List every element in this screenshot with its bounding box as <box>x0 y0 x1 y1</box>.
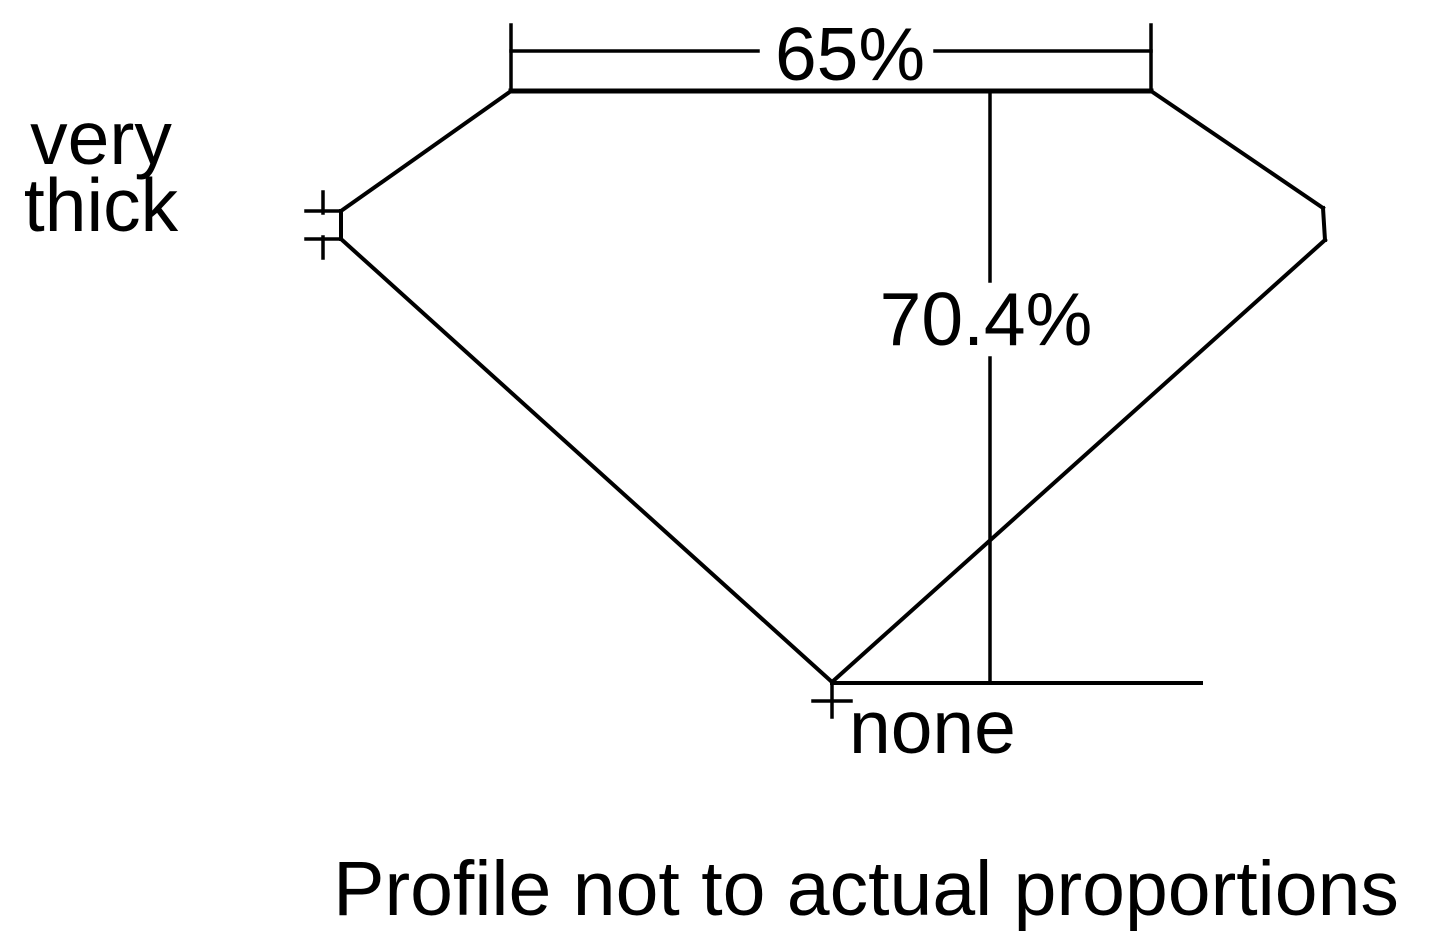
culet-label: none <box>849 685 1016 769</box>
girdle-thickness-label-line2: thick <box>24 163 179 247</box>
pavilion-facet-right-line <box>829 237 1328 685</box>
table-width-label: 65% <box>775 12 925 96</box>
total-depth-dimension: 70.4% <box>830 89 1203 685</box>
girdle-right-line <box>1320 205 1328 243</box>
pavilion-facet-left-line <box>338 236 835 685</box>
culet-marker: none <box>811 683 1016 769</box>
total-depth-label: 70.4% <box>880 277 1093 361</box>
table-width-dimension: 65% <box>509 12 1153 96</box>
crown-facet-left-line <box>338 88 514 214</box>
crown-facet-right-line <box>1148 88 1326 211</box>
diamond-outline <box>338 88 1328 685</box>
diagram-caption: Profile not to actual proportions <box>333 846 1399 932</box>
girdle-thickness-label-line1: very <box>30 96 172 180</box>
girdle-thickness-marker: very thick <box>24 96 343 260</box>
